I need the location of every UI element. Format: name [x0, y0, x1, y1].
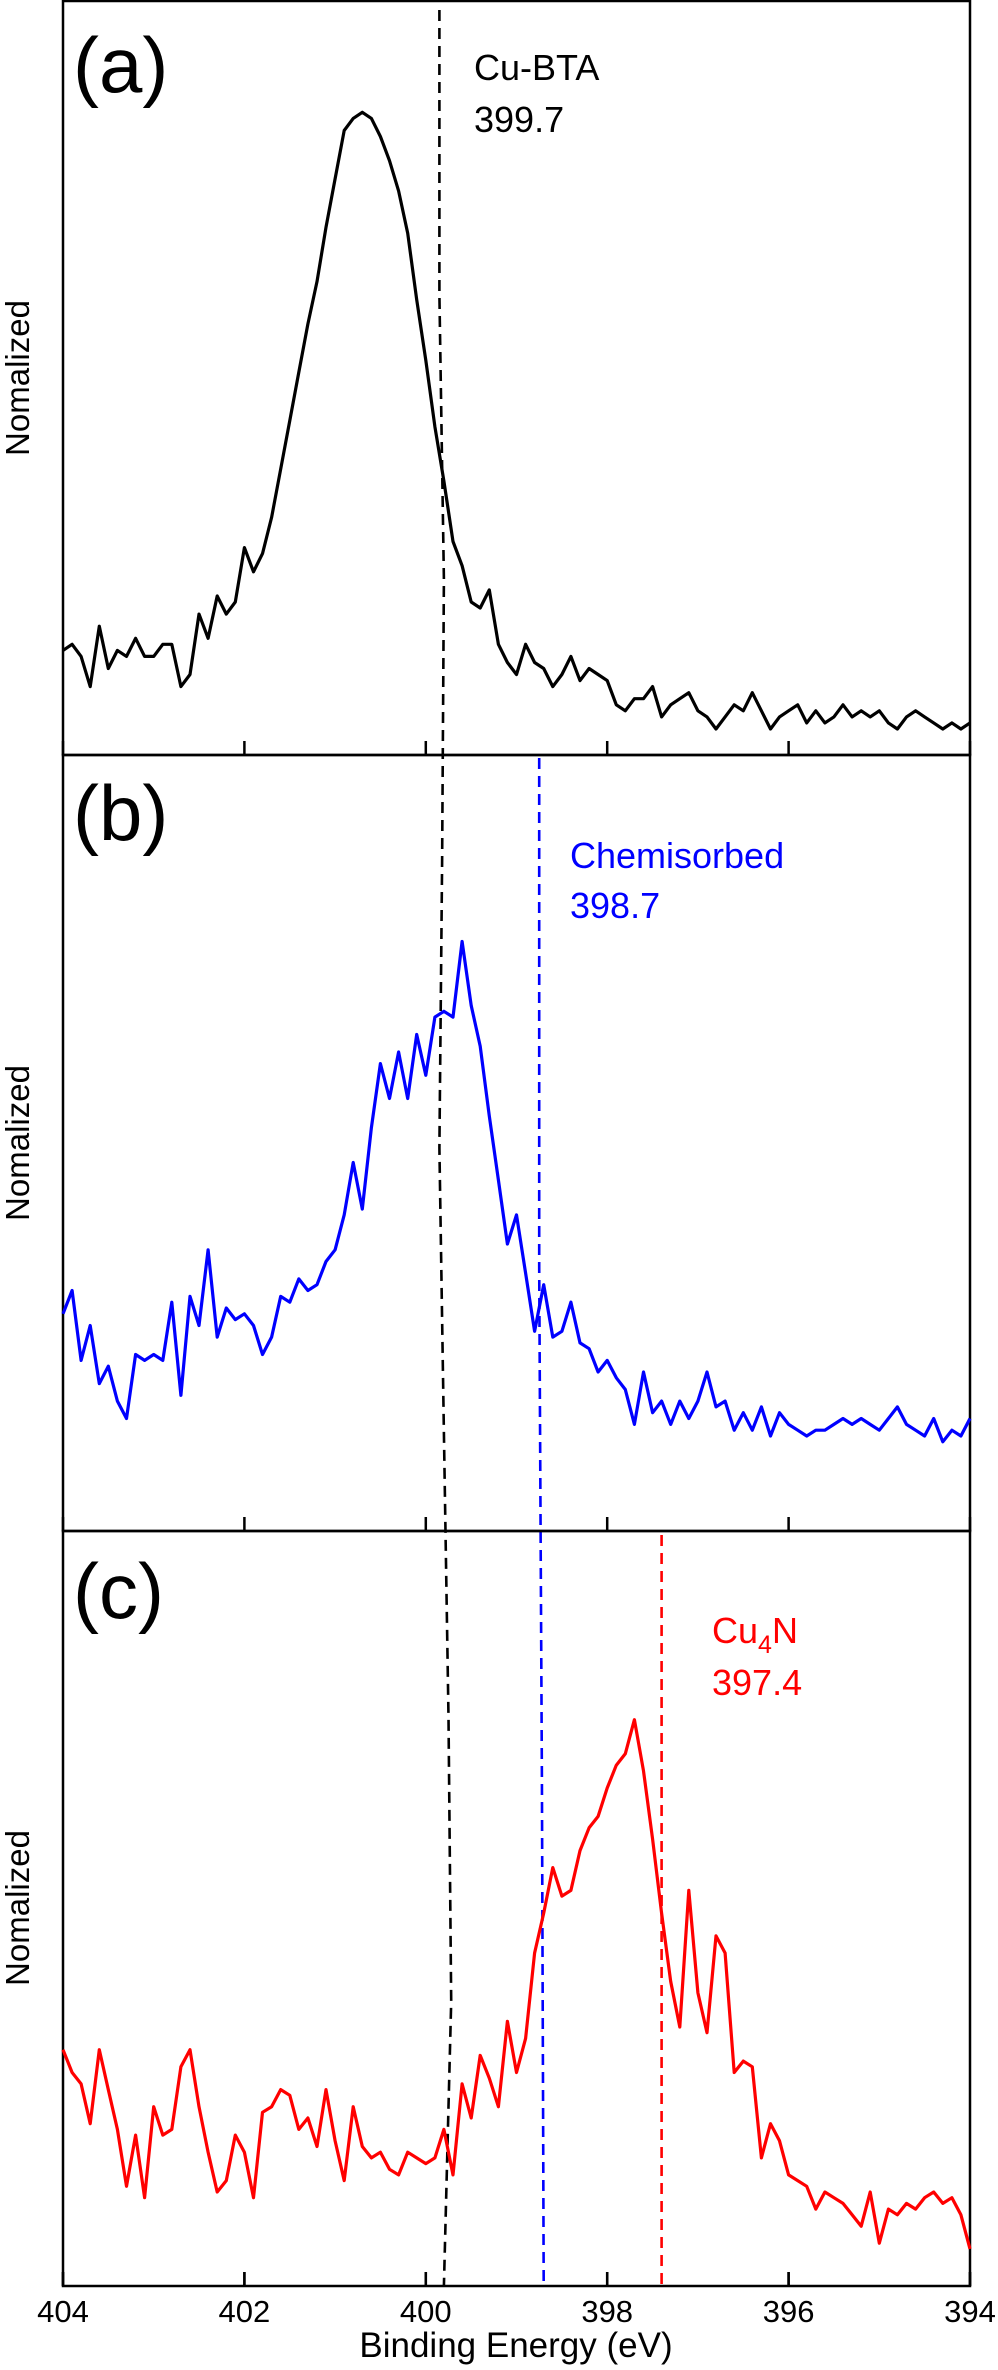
- x-tick-label: 398: [581, 2294, 633, 2329]
- panel-c-series-line: [61, 1718, 972, 2250]
- panel-b-annotation-line1: Chemisorbed: [570, 835, 784, 876]
- guide-lines: [438, 10, 663, 2287]
- x-axis: 404 402 400 398 396 394: [37, 2272, 996, 2329]
- panel-b-traces: [61, 939, 972, 1531]
- panel-c-annotation-line1-tail: N: [772, 1610, 798, 1651]
- panel-b-annotation-line1-main: Chemisorbed: [570, 835, 784, 876]
- guide-line-2: [537, 758, 546, 2287]
- panel-c-annotation: Cu4N 397.4: [712, 1610, 808, 1703]
- panel-b-frame: [61, 753, 972, 1533]
- panel-c-annotation-line1-main: Cu: [712, 1610, 758, 1651]
- panel-a-label: (a): [73, 21, 168, 109]
- panel-b: (b) Nomalized Chemisorbed 398.7: [0, 753, 972, 1533]
- panel-c-annotation-line2-main: 397.4: [712, 1662, 802, 1703]
- panel-c-label: (c): [73, 1547, 164, 1635]
- x-axis-title: Binding Energy (eV): [359, 2326, 672, 2365]
- panel-c-traces: [61, 1718, 972, 2286]
- panel-c-y-label: Nomalized: [0, 1830, 36, 1986]
- panel-c-annotation-line1: Cu4N: [712, 1610, 798, 1659]
- x-tick-label: 394: [944, 2294, 996, 2329]
- panel-b-label: (b): [73, 769, 168, 857]
- panel-b-annotation-line2: 398.7: [570, 885, 660, 926]
- panel-c-annotation-line2: 397.4: [712, 1662, 802, 1703]
- panel-c-frame: [61, 1529, 972, 2288]
- panel-a-traces: [61, 110, 972, 755]
- panel-a-annotation: Cu-BTA 399.7: [474, 47, 607, 140]
- guide-line-1: [438, 10, 453, 2287]
- x-tick-label: 396: [763, 2294, 815, 2329]
- panel-a: (a) Nomalized Cu-BTA 399.7: [0, 0, 972, 757]
- panel-b-annotation-line2-main: 398.7: [570, 885, 660, 926]
- panel-a-series-line: [62, 110, 971, 731]
- x-tick-label: 402: [219, 2294, 271, 2329]
- panel-b-series-line: [61, 939, 972, 1444]
- panel-b-y-label: Nomalized: [0, 1065, 36, 1221]
- panel-a-annotation-line2: 399.7: [474, 99, 564, 140]
- panel-c: (c) Nomalized Cu4N 397.4: [0, 1529, 972, 2288]
- panel-a-annotation-line2-main: 399.7: [474, 99, 564, 140]
- panel-c-annotation-line1-sub: 4: [758, 1631, 772, 1659]
- panel-a-y-label: Nomalized: [0, 300, 36, 456]
- panel-a-annotation-line1: Cu-BTA: [474, 47, 599, 88]
- panel-a-annotation-line1-main: Cu-BTA: [474, 47, 599, 88]
- x-tick-label: 404: [37, 2294, 89, 2329]
- panel-b-annotation: Chemisorbed 398.7: [570, 835, 794, 926]
- x-tick-label: 400: [400, 2294, 452, 2329]
